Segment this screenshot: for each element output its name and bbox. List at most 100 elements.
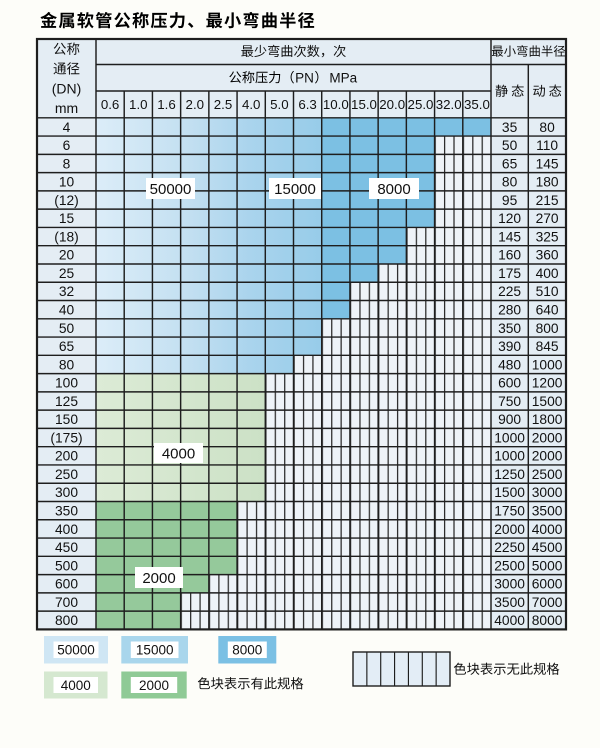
svg-text:250: 250: [55, 467, 78, 482]
svg-text:2000: 2000: [139, 678, 169, 693]
svg-text:4000: 4000: [162, 445, 195, 462]
svg-text:6.3: 6.3: [298, 97, 317, 112]
svg-text:8000: 8000: [377, 181, 410, 198]
svg-text:400: 400: [55, 522, 78, 537]
svg-text:180: 180: [536, 175, 559, 190]
svg-text:2.0: 2.0: [186, 97, 205, 112]
svg-text:80: 80: [502, 175, 518, 190]
svg-text:(DN): (DN): [52, 80, 82, 96]
svg-text:65: 65: [59, 339, 75, 354]
svg-text:1.6: 1.6: [157, 97, 176, 112]
svg-text:175: 175: [498, 266, 521, 281]
svg-text:15: 15: [59, 211, 75, 226]
svg-text:480: 480: [498, 357, 521, 372]
svg-text:25: 25: [59, 266, 75, 281]
svg-text:35: 35: [502, 120, 518, 135]
svg-text:15.0: 15.0: [351, 97, 377, 112]
svg-text:3000: 3000: [494, 577, 525, 592]
svg-text:7000: 7000: [532, 595, 563, 610]
svg-text:80: 80: [59, 357, 75, 372]
svg-text:845: 845: [536, 339, 559, 354]
svg-text:32.0: 32.0: [436, 97, 462, 112]
svg-text:1000: 1000: [494, 449, 525, 464]
svg-text:25.0: 25.0: [408, 97, 434, 112]
svg-text:4000: 4000: [532, 522, 563, 537]
svg-text:35.0: 35.0: [464, 97, 490, 112]
svg-text:1800: 1800: [532, 412, 563, 427]
svg-text:3500: 3500: [532, 504, 563, 519]
svg-text:40: 40: [59, 303, 75, 318]
svg-text:700: 700: [55, 595, 78, 610]
svg-text:750: 750: [498, 394, 521, 409]
svg-text:8000: 8000: [532, 613, 563, 628]
svg-text:10.0: 10.0: [323, 97, 349, 112]
svg-text:2500: 2500: [532, 467, 563, 482]
svg-text:1250: 1250: [494, 467, 525, 482]
svg-text:270: 270: [536, 211, 559, 226]
svg-text:15000: 15000: [274, 181, 316, 198]
svg-text:3500: 3500: [494, 595, 525, 610]
svg-text:5000: 5000: [532, 558, 563, 573]
svg-text:4000: 4000: [494, 613, 525, 628]
svg-text:0.6: 0.6: [101, 97, 120, 112]
svg-text:2000: 2000: [532, 430, 563, 445]
svg-text:640: 640: [536, 303, 559, 318]
svg-text:1200: 1200: [532, 376, 563, 391]
svg-text:225: 225: [498, 284, 521, 299]
svg-text:900: 900: [498, 412, 521, 427]
svg-text:280: 280: [498, 303, 521, 318]
svg-text:1500: 1500: [532, 394, 563, 409]
svg-text:32: 32: [59, 284, 74, 299]
svg-text:95: 95: [502, 193, 518, 208]
svg-text:600: 600: [55, 577, 78, 592]
svg-text:125: 125: [55, 394, 78, 409]
svg-text:800: 800: [55, 613, 78, 628]
svg-text:120: 120: [498, 211, 521, 226]
svg-text:6000: 6000: [532, 577, 563, 592]
svg-text:50: 50: [502, 138, 518, 153]
svg-text:390: 390: [498, 339, 521, 354]
svg-text:1.0: 1.0: [129, 97, 148, 112]
svg-text:100: 100: [55, 376, 78, 391]
svg-text:4: 4: [63, 120, 71, 135]
svg-text:200: 200: [55, 449, 78, 464]
svg-text:215: 215: [536, 193, 559, 208]
svg-text:800: 800: [536, 321, 559, 336]
svg-text:4500: 4500: [532, 540, 563, 555]
svg-text:350: 350: [498, 321, 521, 336]
svg-text:65: 65: [502, 156, 518, 171]
svg-text:mm: mm: [55, 100, 78, 116]
svg-text:110: 110: [536, 138, 558, 153]
svg-text:PN: PN: [295, 70, 314, 85]
svg-text:(18): (18): [54, 229, 79, 244]
svg-text:145: 145: [536, 156, 559, 171]
svg-text:2.5: 2.5: [214, 97, 233, 112]
svg-text:50: 50: [59, 321, 75, 336]
svg-text:450: 450: [55, 540, 78, 555]
svg-text:510: 510: [536, 284, 559, 299]
svg-text:1750: 1750: [494, 504, 525, 519]
svg-text:400: 400: [536, 266, 559, 281]
svg-text:150: 150: [55, 412, 78, 427]
svg-text:360: 360: [536, 248, 559, 263]
svg-text:300: 300: [55, 485, 78, 500]
svg-text:4.0: 4.0: [242, 97, 261, 112]
svg-text:6: 6: [63, 138, 71, 153]
svg-text:3000: 3000: [532, 485, 563, 500]
svg-text:8000: 8000: [232, 643, 262, 658]
svg-text:15000: 15000: [136, 643, 174, 658]
svg-text:1000: 1000: [494, 430, 525, 445]
svg-text:MPa: MPa: [329, 70, 357, 85]
svg-text:20.0: 20.0: [379, 97, 405, 112]
svg-text:500: 500: [55, 558, 78, 573]
svg-text:20: 20: [59, 248, 75, 263]
svg-text:1000: 1000: [532, 357, 563, 372]
svg-text:145: 145: [498, 229, 521, 244]
svg-text:10: 10: [59, 175, 75, 190]
svg-text:2000: 2000: [532, 449, 563, 464]
svg-text:2000: 2000: [494, 522, 525, 537]
svg-text:8: 8: [63, 156, 71, 171]
svg-text:50000: 50000: [57, 643, 95, 658]
svg-text:50000: 50000: [150, 181, 192, 198]
svg-text:2250: 2250: [494, 540, 525, 555]
